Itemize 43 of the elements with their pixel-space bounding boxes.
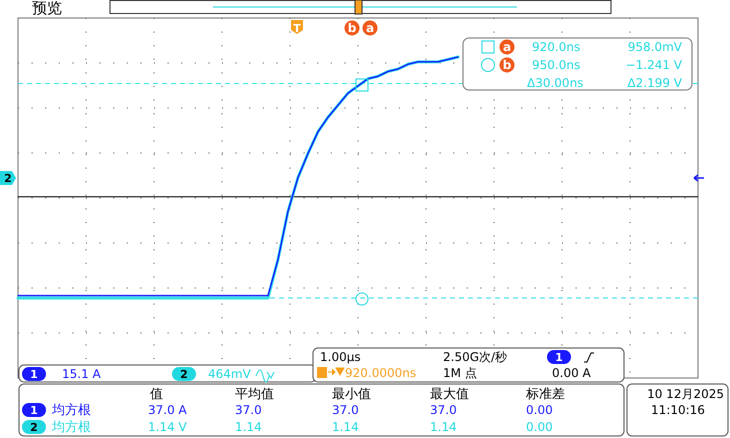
annotation: Δ2.199 V (627, 76, 683, 90)
text: b (348, 21, 357, 35)
text: 37.0 A (148, 403, 188, 417)
annotation: −1.241 V (626, 58, 683, 72)
text: 11:10:16 (651, 403, 705, 417)
text: 15.1 A (62, 367, 102, 381)
text: 2 (30, 421, 38, 434)
text: 1.00µs (320, 350, 361, 364)
text: 2 (4, 172, 12, 185)
text: 0.00 (526, 403, 553, 417)
text: 均方根 (51, 402, 91, 418)
text: 标准差 (525, 387, 565, 402)
text: 464mV (208, 367, 252, 381)
text: 平均值 (235, 387, 274, 402)
text: 2.50G次/秒 (443, 350, 508, 364)
text: 1 (30, 404, 38, 417)
text: 1.14 V (148, 420, 188, 434)
text: a (502, 40, 512, 54)
text: 958.0mV (628, 40, 683, 54)
text: 1 (30, 368, 38, 381)
text: 值 (150, 387, 163, 402)
text: 2 (180, 368, 188, 381)
text: 1.14 (332, 420, 359, 434)
text: 最小值 (332, 387, 371, 402)
text: 37.0 (235, 403, 262, 417)
text: 10 12月2025 (647, 387, 724, 401)
text: 1 (555, 351, 563, 364)
text: 1M 点 (443, 366, 477, 380)
annotation: b (502, 58, 512, 72)
text: 1.14 (430, 420, 457, 434)
text: 37.0 (332, 403, 359, 417)
annotation: 950.0ns (532, 58, 580, 72)
text: 0.00 (526, 420, 553, 434)
text: a (366, 21, 374, 35)
text: 0.00 A (552, 366, 592, 380)
text: 1.14 (235, 420, 262, 434)
text: 920.0ns (532, 40, 580, 54)
text: 920.0000ns (345, 366, 416, 380)
text: 37.0 (430, 403, 457, 417)
text: 均方根 (51, 419, 91, 435)
text: 最大值 (430, 387, 469, 402)
text: 预览 (32, 0, 62, 17)
annotation: Δ30.00ns (527, 76, 584, 90)
